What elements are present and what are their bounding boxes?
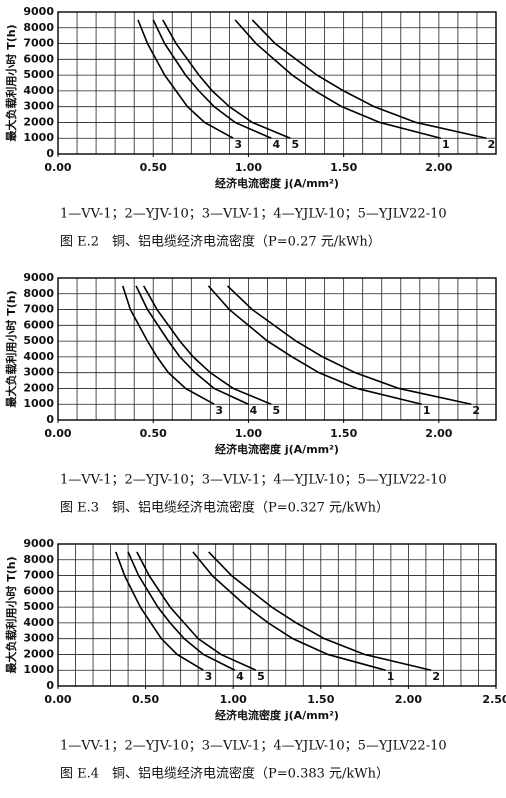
curve-label: 1: [442, 138, 450, 151]
curve: [192, 551, 386, 671]
x-axis-label: 经济电流密度 j(A/mm²): [215, 176, 339, 190]
curve: [127, 551, 236, 671]
y-tick-label: 2000: [23, 115, 54, 128]
y-tick-label: 5000: [23, 68, 54, 81]
y-tick-label: 5000: [23, 334, 54, 347]
x-tick-label: 1.50: [307, 693, 334, 706]
x-tick-label: 1.00: [220, 693, 247, 706]
x-axis-label: 经济电流密度 j(A/mm²): [215, 708, 339, 722]
curve: [162, 19, 291, 139]
legend-text: 1—VV-1；2—YJV-10；3—VLV-1；4—YJLV-10；5—YJLV…: [60, 739, 447, 754]
y-tick-label: 5000: [23, 600, 54, 613]
plot-frame: [57, 11, 497, 155]
curve: [121, 285, 215, 405]
y-tick-label: 3000: [23, 366, 54, 379]
y-tick-label: 1000: [23, 131, 54, 144]
y-tick-label: 3000: [23, 632, 54, 645]
y-tick-label: 9000: [23, 5, 54, 18]
curve: [135, 285, 249, 405]
curve: [142, 285, 272, 405]
y-tick-label: 1000: [23, 397, 54, 410]
curve-label: 3: [234, 138, 242, 151]
y-tick-label: 0: [46, 413, 54, 426]
curve-label: 1: [423, 404, 431, 417]
curve-label: 2: [472, 404, 480, 417]
x-tick-label: 0.00: [44, 161, 71, 174]
x-tick-label: 1.00: [235, 427, 262, 440]
y-tick-label: 6000: [23, 318, 54, 331]
curve-label: 5: [272, 404, 280, 417]
x-tick-label: 0.50: [140, 427, 167, 440]
x-tick-label: 1.50: [330, 427, 357, 440]
x-tick-label: 1.00: [235, 161, 262, 174]
curve: [208, 551, 432, 672]
figure-caption: 图 E.2 铜、铝电缆经济电流密度（P=0.27 元/kWh）: [60, 234, 381, 250]
plot-frame: [57, 543, 497, 687]
curve: [207, 285, 422, 405]
y-tick-label: 7000: [23, 569, 54, 582]
curve: [137, 19, 234, 139]
y-tick-label: 9000: [23, 271, 54, 284]
curve-label: 4: [272, 138, 280, 151]
curve: [136, 551, 257, 671]
curve: [234, 19, 441, 139]
y-axis-label: 最大负载利用小时 T(h): [4, 556, 18, 673]
curve-label: 3: [215, 404, 223, 417]
x-tick-label: 2.50: [482, 693, 506, 706]
curve: [226, 285, 472, 406]
legend-text: 1—VV-1；2—YJV-10；3—VLV-1；4—YJLV-10；5—YJLV…: [60, 473, 447, 488]
figure-caption: 图 E.3 铜、铝电缆经济电流密度（P=0.327 元/kWh）: [60, 500, 389, 516]
y-tick-label: 4000: [23, 84, 54, 97]
y-tick-label: 7000: [23, 303, 54, 316]
curve-label: 4: [236, 670, 244, 683]
x-axis-label: 经济电流密度 j(A/mm²): [215, 442, 339, 456]
plot-frame: [57, 277, 497, 421]
curve-label: 5: [257, 670, 265, 683]
y-tick-label: 0: [46, 147, 54, 160]
figure-caption: 图 E.4 铜、铝电缆经济电流密度（P=0.383 元/kWh）: [60, 766, 389, 782]
y-tick-label: 8000: [23, 21, 54, 34]
y-tick-label: 3000: [23, 100, 54, 113]
curve: [251, 19, 487, 140]
x-tick-label: 2.00: [425, 161, 452, 174]
y-axis-label: 最大负载利用小时 T(h): [4, 290, 18, 407]
x-tick-label: 2.00: [425, 427, 452, 440]
y-tick-label: 0: [46, 679, 54, 692]
x-tick-label: 1.50: [330, 161, 357, 174]
y-tick-label: 9000: [23, 537, 54, 550]
legend-text: 1—VV-1；2—YJV-10；3—VLV-1；4—YJLV-10；5—YJLV…: [60, 207, 447, 222]
y-tick-label: 6000: [23, 584, 54, 597]
y-axis-label: 最大负载利用小时 T(h): [4, 24, 18, 141]
x-tick-label: 0.50: [132, 693, 159, 706]
y-tick-label: 8000: [23, 553, 54, 566]
x-tick-label: 0.50: [140, 161, 167, 174]
y-tick-label: 1000: [23, 663, 54, 676]
y-tick-label: 8000: [23, 287, 54, 300]
y-tick-label: 4000: [23, 350, 54, 363]
x-tick-label: 0.00: [44, 693, 71, 706]
curve: [115, 551, 204, 671]
curve: [152, 19, 272, 139]
curve-label: 3: [205, 670, 213, 683]
curve-label: 4: [250, 404, 258, 417]
curve-label: 2: [488, 138, 496, 151]
y-tick-label: 2000: [23, 647, 54, 660]
y-tick-label: 4000: [23, 616, 54, 629]
y-tick-label: 7000: [23, 37, 54, 50]
y-tick-label: 6000: [23, 52, 54, 65]
curve-label: 5: [292, 138, 300, 151]
curve-label: 2: [432, 670, 440, 683]
y-tick-label: 2000: [23, 381, 54, 394]
curve-label: 1: [387, 670, 395, 683]
x-tick-label: 0.00: [44, 427, 71, 440]
x-tick-label: 2.00: [395, 693, 422, 706]
